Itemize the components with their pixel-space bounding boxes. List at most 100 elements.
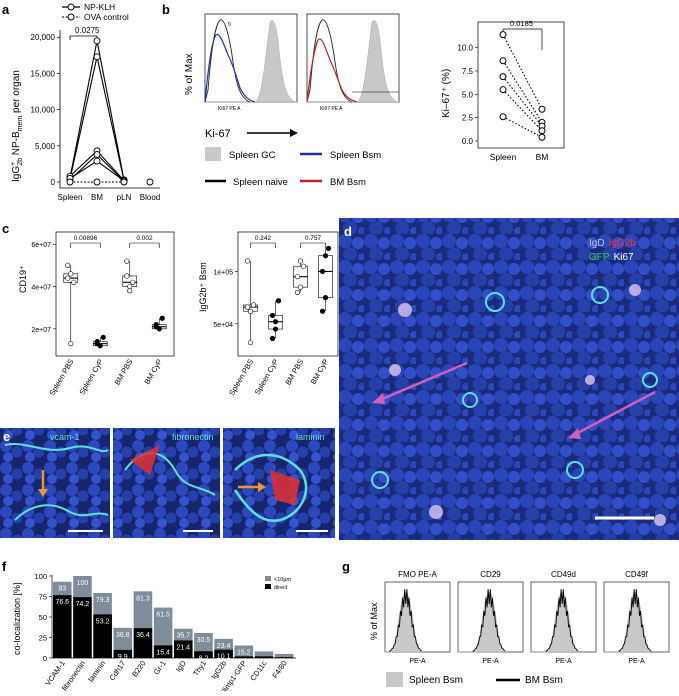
- d-ki67-spots: [389, 284, 666, 526]
- f-bar-direct: [234, 656, 254, 658]
- d-signal-spots: [371, 286, 658, 489]
- f-bar-direct: [174, 640, 193, 658]
- f-bar-direct: [153, 645, 173, 658]
- f-bar-near: [254, 651, 274, 658]
- f-xtick-label: Gr-1: [152, 659, 168, 676]
- c-pvalue: 0.002: [136, 235, 153, 242]
- c-point: [297, 284, 304, 290]
- f-bar-direct: [133, 628, 153, 658]
- c-xtick-label: Spleen CyP: [77, 358, 105, 397]
- panel-a-pvalue: 0.0275: [75, 26, 100, 35]
- c-point: [322, 295, 329, 301]
- f-near-label: 35.7: [176, 633, 190, 640]
- f-yticks: 100 75 50 25 0: [34, 572, 52, 663]
- histogram-bm: Ki67 PE A: [306, 13, 400, 112]
- hist1-xlabel: Ki67 PE A: [218, 106, 241, 112]
- dot-point: [499, 86, 507, 94]
- a-xtick-label: pLN: [117, 193, 132, 202]
- c-point: [300, 263, 307, 269]
- dot-point: [499, 57, 507, 65]
- hist1-tick: 0: [228, 22, 231, 28]
- g-hist-bm: [472, 589, 506, 652]
- legend-npklh: NP-KLH: [84, 2, 115, 12]
- c-point: [272, 326, 279, 332]
- legend-swatch-gc: [205, 147, 221, 161]
- a-ytick-label: 10,000: [31, 106, 56, 115]
- f-near-label: 93: [58, 586, 66, 593]
- f-direct-label: 8.2: [199, 655, 209, 662]
- g-legend-bm: BM Bsm: [525, 675, 563, 686]
- a-point: [120, 178, 128, 186]
- f-direct-label: 36.4: [136, 632, 150, 639]
- c-point: [269, 312, 276, 319]
- f-legend-direct: direct: [274, 585, 288, 591]
- a-point: [93, 53, 101, 61]
- dot-ytick-label: 5.0: [462, 90, 474, 99]
- c-point: [247, 340, 254, 346]
- panel-g-letter: g: [342, 559, 350, 574]
- f-near-label: 79.3: [96, 597, 110, 604]
- c-point: [297, 258, 304, 264]
- f-legend-swatch-near: [265, 576, 271, 581]
- f-bar-direct: [274, 657, 294, 658]
- d-channel-labels-2: GFP Ki67: [589, 252, 634, 263]
- dot-xtick-label: BM: [536, 152, 549, 162]
- f-direct-label: 10.1: [217, 654, 231, 661]
- f-direct-label: 53.2: [96, 618, 110, 625]
- f-bar-near: [234, 645, 254, 658]
- legend-ova: OVA control: [84, 12, 129, 22]
- dot-pvalue: 0.0185: [510, 19, 533, 28]
- c-point: [65, 275, 71, 281]
- a-xtick-label: BM: [91, 193, 103, 202]
- c-point: [68, 271, 74, 277]
- dot-pair-line: [502, 60, 543, 123]
- c-point: [71, 279, 77, 285]
- c-xtick-label: BM CyP: [142, 358, 164, 386]
- dot-pair-line: [502, 116, 543, 138]
- f-near-label: 30.5: [197, 637, 211, 644]
- f-xtick-label: IgD: [174, 659, 188, 674]
- f-direct-label: 21.4: [176, 644, 190, 651]
- f-direct-label: 15.4: [156, 649, 170, 656]
- c-point: [130, 279, 136, 285]
- g-hist-frame: [384, 581, 451, 653]
- c-pvalue: 0.00896: [74, 235, 98, 242]
- dot-yticks: 10.0 7.5 5.0 2.5 0.0: [457, 44, 478, 146]
- a-ytick-label: 0: [51, 178, 56, 187]
- a-ytick-label: 15,000: [31, 69, 56, 78]
- panel-b-ylabel: % of Max: [184, 53, 195, 95]
- panel-a-series: [66, 37, 154, 186]
- c-xtick-label: Spleen PBS: [227, 358, 255, 398]
- ki67-arrow-icon: [290, 129, 298, 137]
- c-point: [153, 324, 159, 330]
- c-point: [294, 289, 301, 295]
- c-point: [294, 274, 301, 280]
- f-direct-label: 76.6: [55, 599, 69, 606]
- f-bars: 9376.6VCAM-110074.2fibronectin79.353.2la…: [43, 576, 294, 696]
- c-point: [94, 341, 100, 347]
- f-near-label: 100: [77, 580, 89, 587]
- micrograph-fibronectin: [113, 428, 220, 538]
- dot-xticks: Spleen BM: [490, 152, 549, 162]
- f-xtick-label: B220: [130, 659, 147, 679]
- histogram-spleen: Ki67 PE A 0: [204, 13, 298, 112]
- a-point: [93, 178, 101, 186]
- c-point: [269, 335, 276, 342]
- legend-marker-npklh: [67, 3, 75, 11]
- f-bar-direct: [93, 614, 112, 658]
- a-point: [93, 157, 101, 165]
- dot-ytick-label: 7.5: [462, 67, 474, 76]
- c-ytick-label: 1e+05: [213, 269, 233, 276]
- g-xlabel: PE-A: [409, 658, 426, 665]
- c-xtick-label: Spleen CyP: [253, 358, 281, 397]
- c-point: [124, 273, 130, 279]
- e-label-fibronectin: fibronectin: [172, 432, 214, 442]
- c-point: [319, 308, 326, 314]
- f-near-label: 61.5: [156, 612, 170, 619]
- c-right-ylabel: IgG2b⁺ Bsm: [198, 262, 208, 312]
- panel-b-letter: b: [162, 2, 170, 17]
- hist2-xlabel: Ki67 PE A: [320, 106, 343, 112]
- c-point: [68, 341, 74, 347]
- c-pvalue: 0.757: [305, 235, 322, 242]
